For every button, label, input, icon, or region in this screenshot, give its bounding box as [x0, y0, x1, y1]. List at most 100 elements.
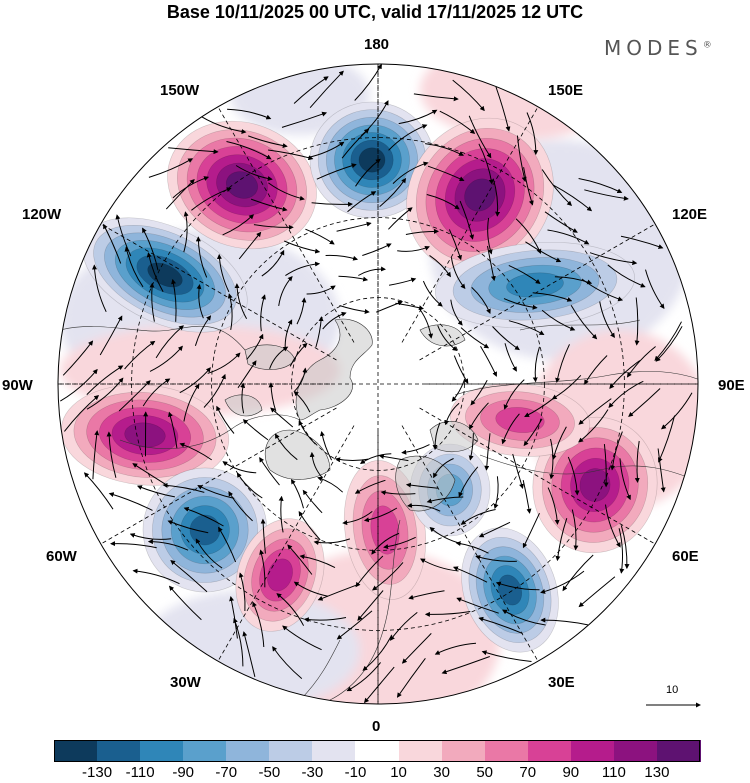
- wind-vector-arrow: [375, 300, 404, 313]
- wind-vector-arrow: [607, 264, 646, 288]
- wind-vector-arrow: [405, 228, 439, 235]
- wind-vector-arrow: [452, 79, 485, 112]
- coastline: [59, 325, 246, 351]
- wind-vector-arrow: [237, 360, 257, 389]
- wind-vector-arrow: [302, 489, 323, 514]
- wind-vector-arrow: [619, 458, 631, 501]
- landmass: [224, 394, 263, 417]
- wind-vector-arrow: [235, 165, 273, 182]
- colorbar-tick-label: -130: [82, 764, 113, 781]
- wind-vector-arrow: [389, 277, 417, 286]
- coastline: [299, 639, 341, 701]
- anomaly-contour-band: [226, 171, 258, 199]
- wind-vector-arrow: [360, 100, 389, 137]
- map-disk: [58, 64, 698, 704]
- wind-vector-arrow: [523, 418, 543, 447]
- wind-vectors: [60, 64, 693, 704]
- wind-vector-arrow: [532, 346, 540, 383]
- wind-vector-arrow: [475, 555, 517, 562]
- wind-vector-arrow: [453, 355, 469, 384]
- anomaly-center: [532, 416, 658, 554]
- latitude-circle: [211, 217, 545, 551]
- wind-vector-arrow: [268, 182, 305, 201]
- colorbar-tick-label: 50: [476, 764, 493, 781]
- wind-vector-arrow: [516, 135, 527, 183]
- wind-vector-arrow: [610, 431, 623, 471]
- wind-vector-arrow: [227, 293, 233, 330]
- meridian-line: [419, 223, 656, 361]
- wind-vector-arrow: [183, 383, 200, 422]
- wind-vector-arrow: [547, 487, 560, 525]
- wind-vector-arrow: [634, 440, 640, 483]
- wind-vector-arrow: [167, 520, 209, 534]
- wind-vector-arrow: [194, 315, 212, 346]
- coastline: [119, 414, 301, 449]
- wind-vector-arrow: [392, 161, 429, 184]
- wind-vector-arrow: [147, 539, 189, 551]
- wind-vector-arrow: [203, 373, 226, 408]
- wind-vector-arrow: [504, 343, 517, 372]
- wind-vector-arrow: [136, 485, 175, 498]
- wind-vector-arrow: [142, 378, 171, 407]
- wind-vector-arrow: [248, 135, 288, 149]
- wind-vector-arrow: [298, 511, 321, 541]
- colorbar-tick-label: -110: [125, 764, 155, 781]
- lon-label-120e: 120E: [672, 206, 708, 223]
- wind-vector-arrow: [218, 526, 237, 563]
- wind-vector-arrow: [441, 656, 490, 675]
- wind-vector-arrow: [179, 442, 212, 461]
- wind-vector-arrow: [222, 461, 257, 474]
- graticule: [58, 64, 698, 704]
- wind-vector-arrow: [481, 650, 532, 662]
- meridian-line: [217, 106, 355, 343]
- colorbar-swatch: [613, 740, 658, 762]
- wind-vector-arrow: [380, 490, 416, 496]
- wind-vector-arrow: [216, 405, 235, 434]
- wind-vector-arrow: [655, 326, 683, 362]
- wind-vector-arrow: [287, 544, 313, 575]
- wind-vector-arrow: [549, 438, 555, 480]
- wind-vector-arrow: [645, 269, 665, 310]
- wind-vector-arrow: [571, 509, 579, 551]
- wind-vector-arrow: [398, 109, 438, 125]
- wind-vector-arrow: [289, 342, 308, 367]
- wind-vector-arrow: [60, 368, 98, 402]
- wind-vector-arrow: [452, 566, 488, 583]
- wind-vector-arrow: [346, 662, 381, 692]
- wind-vector-arrow: [658, 415, 676, 463]
- wind-vector-arrow: [103, 223, 122, 264]
- colorbar-swatch: [484, 740, 529, 762]
- wind-vector-arrow: [469, 402, 489, 430]
- wind-vector-arrow: [283, 240, 321, 254]
- wind-vector-arrow: [395, 302, 424, 311]
- wind-vector-arrow: [179, 367, 211, 394]
- anomaly-center: [142, 467, 268, 593]
- lon-label-30w: 30W: [170, 674, 201, 691]
- wind-vector-arrow: [555, 518, 568, 562]
- wind-vector-arrow: [129, 533, 172, 540]
- wind-vector-arrow: [362, 243, 392, 256]
- coastline: [519, 319, 641, 331]
- wind-vector-arrow: [106, 431, 117, 478]
- colorbar-swatch: [441, 740, 486, 762]
- wind-vector-arrow: [259, 549, 266, 588]
- colorbar-tick-label: 110: [601, 764, 626, 781]
- wind-vector-arrow: [439, 110, 476, 134]
- wind-vector-arrow: [342, 511, 373, 526]
- wind-vector-arrow: [233, 617, 244, 667]
- wind-vector-arrow: [124, 246, 144, 288]
- wind-vector-arrow: [172, 176, 210, 199]
- wind-vector-arrow: [246, 333, 264, 360]
- wind-vector-arrow: [86, 377, 124, 410]
- wind-vector-arrow: [450, 257, 466, 289]
- wind-vector-arrow: [502, 609, 546, 626]
- wind-vector-arrow: [355, 555, 384, 588]
- wind-vector-arrow: [371, 532, 400, 555]
- wind-vector-arrow: [284, 319, 293, 350]
- wind-vector-arrow: [293, 76, 329, 104]
- colorbar-swatch: [656, 740, 701, 762]
- wind-vector-arrow: [115, 214, 132, 257]
- colorbar-swatch: [355, 740, 400, 762]
- wind-vector-arrow: [64, 395, 100, 432]
- wind-vector-arrow: [347, 191, 377, 213]
